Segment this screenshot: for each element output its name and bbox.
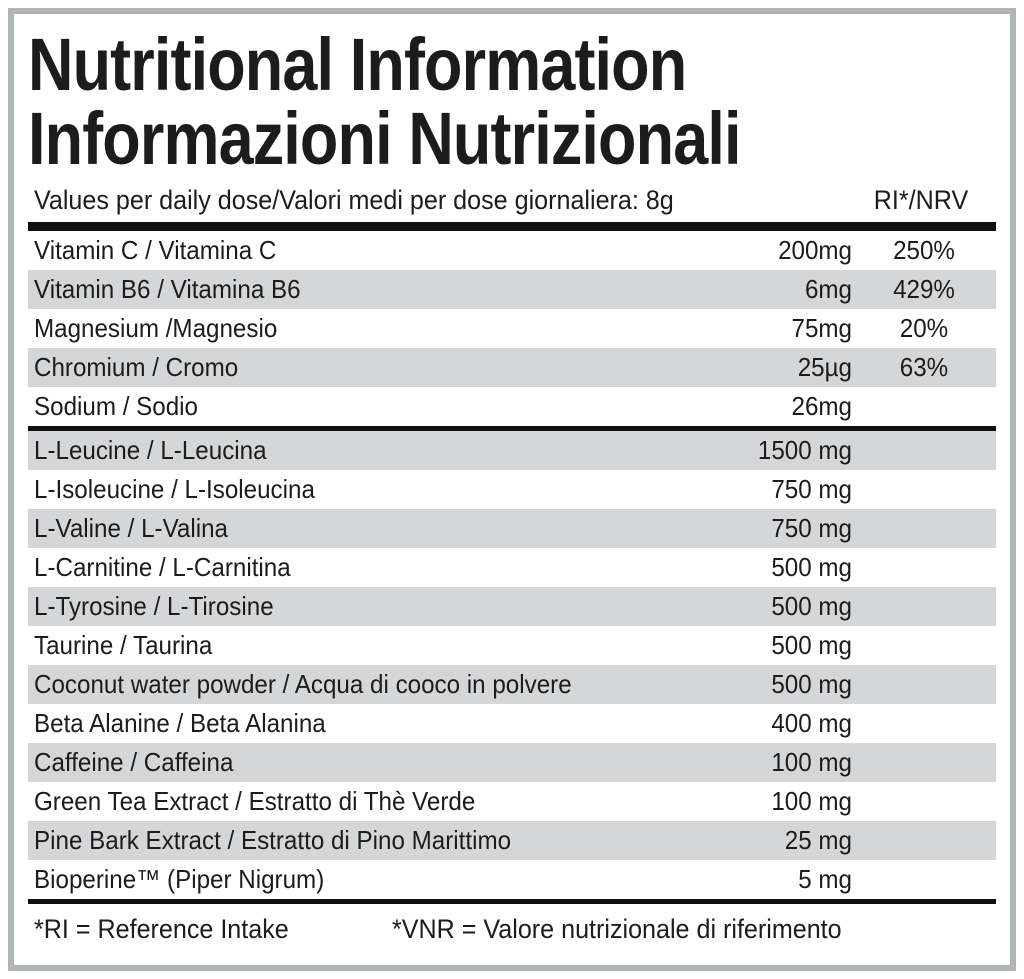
table-row: Coconut water powder / Acqua di cooco in… bbox=[28, 665, 996, 704]
ingredient-amount: 500 mg bbox=[771, 630, 852, 660]
ingredient-name: Vitamin B6 / Vitamina B6 bbox=[34, 274, 301, 304]
table-row: Beta Alanine / Beta Alanina 400 mg bbox=[28, 704, 996, 743]
table-row: L-Valine / L-Valina 750 mg bbox=[28, 509, 996, 548]
ingredient-name: Green Tea Extract / Estratto di Thè Verd… bbox=[34, 786, 476, 816]
ingredient-name: Coconut water powder / Acqua di cooco in… bbox=[34, 669, 572, 699]
ingredient-amount: 400 mg bbox=[771, 708, 852, 738]
table-row: L-Leucine / L-Leucina 1500 mg bbox=[28, 431, 996, 470]
ingredient-ri bbox=[857, 782, 991, 821]
ingredient-ri bbox=[857, 509, 991, 548]
ingredient-ri: 250% bbox=[893, 235, 955, 265]
footer-divider bbox=[28, 899, 996, 904]
ingredient-amount: 200mg bbox=[778, 235, 852, 265]
table-row: L-Tyrosine / L-Tirosine 500 mg bbox=[28, 587, 996, 626]
ingredient-ri bbox=[857, 860, 991, 899]
ingredient-amount: 25 mg bbox=[784, 825, 852, 855]
ingredient-name: Magnesium /Magnesio bbox=[34, 313, 278, 343]
ingredient-name: L-Carnitine / L-Carnitina bbox=[34, 552, 291, 582]
table-row: Green Tea Extract / Estratto di Thè Verd… bbox=[28, 782, 996, 821]
footnote-vnr: *VNR = Valore nutrizionale di riferiment… bbox=[392, 913, 842, 944]
ingredient-amount: 25µg bbox=[797, 352, 852, 382]
ingredient-amount: 100 mg bbox=[771, 786, 852, 816]
ingredient-amount: 5 mg bbox=[798, 864, 852, 894]
dose-info: Values per daily dose/Valori medi per do… bbox=[34, 185, 674, 215]
table-row: Vitamin C / Vitamina C 200mg 250% bbox=[28, 231, 996, 270]
ingredient-ri bbox=[857, 431, 991, 470]
ingredient-amount: 26mg bbox=[791, 391, 852, 421]
table-row: Pine Bark Extract / Estratto di Pino Mar… bbox=[28, 821, 996, 860]
label-frame: Nutritional Information Informazioni Nut… bbox=[8, 8, 1016, 971]
table-row: Chromium / Cromo 25µg 63% bbox=[28, 348, 996, 387]
ingredient-ri: 20% bbox=[899, 313, 949, 343]
table-row: L-Isoleucine / L-Isoleucina 750 mg bbox=[28, 470, 996, 509]
ingredient-amount: 75mg bbox=[791, 313, 852, 343]
ingredient-ri bbox=[857, 743, 991, 782]
ingredient-ri bbox=[857, 821, 991, 860]
ri-column-header: RI*/NRV bbox=[873, 185, 969, 215]
ingredient-name: Vitamin C / Vitamina C bbox=[34, 235, 277, 265]
table-header: Values per daily dose/Valori medi per do… bbox=[28, 176, 996, 222]
ingredient-name: L-Leucine / L-Leucina bbox=[34, 435, 267, 465]
ingredient-ri bbox=[857, 470, 991, 509]
ingredient-ri bbox=[857, 704, 991, 743]
ingredient-amount: 500 mg bbox=[771, 552, 852, 582]
ingredient-name: L-Tyrosine / L-Tirosine bbox=[34, 591, 274, 621]
section-vitamins-minerals: Vitamin C / Vitamina C 200mg 250% Vitami… bbox=[28, 231, 996, 426]
ingredient-amount: 100 mg bbox=[771, 747, 852, 777]
ingredient-ri: 63% bbox=[899, 352, 949, 382]
table-row: Vitamin B6 / Vitamina B6 6mg 429% bbox=[28, 270, 996, 309]
ingredient-name: Caffeine / Caffeina bbox=[34, 747, 234, 777]
ingredient-ri bbox=[857, 548, 991, 587]
ingredient-name: Beta Alanine / Beta Alanina bbox=[34, 708, 326, 738]
ingredient-amount: 750 mg bbox=[771, 513, 852, 543]
footnote-ri: *RI = Reference Intake bbox=[34, 913, 289, 944]
ingredient-name: Taurine / Taurina bbox=[34, 630, 213, 660]
label-title: Nutritional Information Informazioni Nut… bbox=[28, 28, 996, 176]
ingredient-name: Chromium / Cromo bbox=[34, 352, 239, 382]
ingredient-amount: 1500 mg bbox=[757, 435, 852, 465]
header-divider bbox=[28, 222, 996, 231]
section-active-ingredients: L-Leucine / L-Leucina 1500 mg L-Isoleuci… bbox=[28, 431, 996, 899]
ingredient-name: Sodium / Sodio bbox=[34, 391, 198, 421]
table-row: Sodium / Sodio 26mg bbox=[28, 387, 996, 426]
ingredient-ri bbox=[857, 387, 991, 426]
label-content: Nutritional Information Informazioni Nut… bbox=[28, 26, 996, 965]
ingredient-amount: 500 mg bbox=[771, 591, 852, 621]
table-row: Magnesium /Magnesio 75mg 20% bbox=[28, 309, 996, 348]
ingredient-ri bbox=[857, 587, 991, 626]
table-row: L-Carnitine / L-Carnitina 500 mg bbox=[28, 548, 996, 587]
title-english: Nutritional Information bbox=[28, 23, 687, 106]
ingredient-name: Bioperine™ (Piper Nigrum) bbox=[34, 864, 325, 894]
ingredient-ri bbox=[857, 626, 991, 665]
ingredient-amount: 6mg bbox=[804, 274, 852, 304]
ingredient-name: L-Valine / L-Valina bbox=[34, 513, 229, 543]
table-row: Bioperine™ (Piper Nigrum) 5 mg bbox=[28, 860, 996, 899]
ingredient-amount: 500 mg bbox=[771, 669, 852, 699]
section-divider bbox=[28, 426, 996, 431]
ingredient-ri: 429% bbox=[893, 274, 955, 304]
ingredient-name: L-Isoleucine / L-Isoleucina bbox=[34, 474, 315, 504]
ingredient-name: Pine Bark Extract / Estratto di Pino Mar… bbox=[34, 825, 512, 855]
ingredient-amount: 750 mg bbox=[771, 474, 852, 504]
footnotes: *RI = Reference Intake *VNR = Valore nut… bbox=[28, 904, 996, 954]
table-row: Caffeine / Caffeina 100 mg bbox=[28, 743, 996, 782]
title-italian: Informazioni Nutrizionali bbox=[28, 97, 741, 180]
ingredient-ri bbox=[857, 665, 991, 704]
table-row: Taurine / Taurina 500 mg bbox=[28, 626, 996, 665]
